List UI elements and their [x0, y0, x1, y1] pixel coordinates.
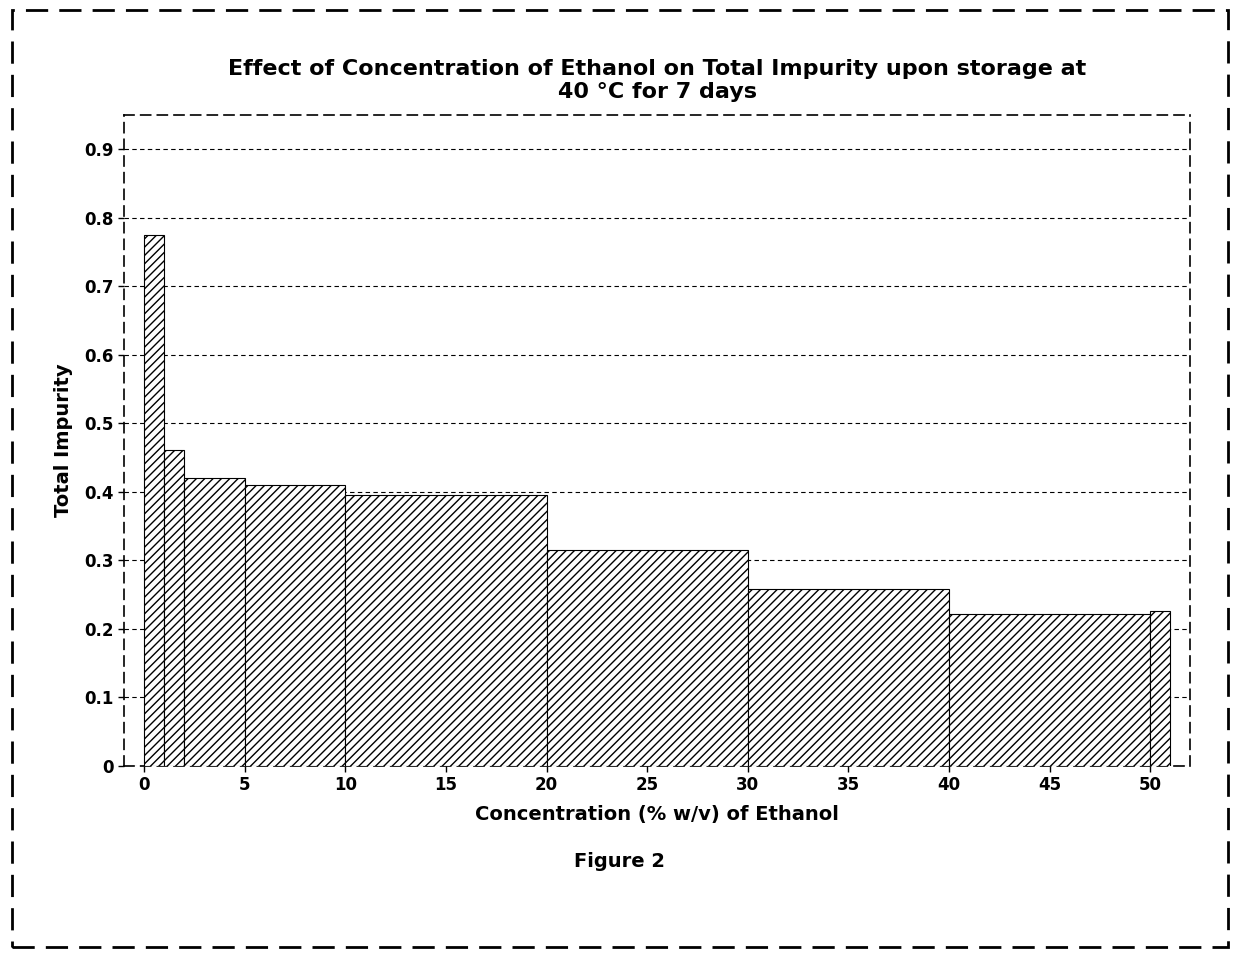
FancyBboxPatch shape: [949, 613, 1151, 766]
FancyBboxPatch shape: [547, 550, 748, 766]
Y-axis label: Total Impurity: Total Impurity: [55, 364, 73, 517]
X-axis label: Concentration (% w/v) of Ethanol: Concentration (% w/v) of Ethanol: [475, 805, 839, 824]
Text: Figure 2: Figure 2: [574, 852, 666, 871]
FancyBboxPatch shape: [244, 485, 345, 766]
FancyBboxPatch shape: [345, 495, 547, 766]
FancyBboxPatch shape: [144, 234, 164, 766]
FancyBboxPatch shape: [164, 451, 185, 766]
Title: Effect of Concentration of Ethanol on Total Impurity upon storage at
40 °C for 7: Effect of Concentration of Ethanol on To…: [228, 59, 1086, 102]
FancyBboxPatch shape: [1151, 612, 1171, 766]
FancyBboxPatch shape: [185, 478, 244, 766]
FancyBboxPatch shape: [748, 589, 949, 766]
